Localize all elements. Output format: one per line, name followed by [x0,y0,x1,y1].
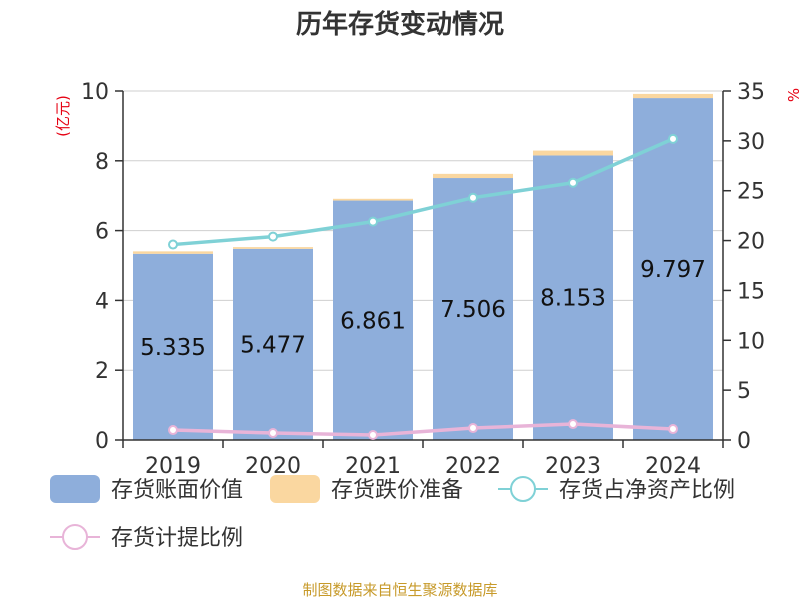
bar-impairment-reserve [633,93,713,99]
net-asset-ratio-point [468,192,478,203]
net-asset-ratio-point [268,231,278,242]
left-axis-tick-label: 4 [95,289,109,314]
bar-book-value [333,200,413,440]
x-axis-tick-label: 2020 [245,454,301,479]
legend-impairment-reserve-label: 存货跌价准备 [331,478,463,503]
legend-book-value-label: 存货账面价值 [111,478,243,503]
right-axis-tick-label: 5 [737,379,751,404]
left-axis-tick-label: 10 [81,80,109,105]
legend-book-value-swatch [50,475,100,503]
bar-value-label: 6.861 [340,308,406,334]
left-axis-tick-label: 8 [95,150,109,175]
right-axis-tick-label: 35 [737,80,765,105]
x-axis-tick-label: 2023 [545,454,601,479]
right-axis-tick-label: 10 [737,329,765,354]
bar-book-value [233,248,313,440]
net-asset-ratio-point [368,216,378,227]
provision-ratio-point [268,428,278,439]
left-axis-unit: (亿元) [54,95,72,137]
legend-impairment-reserve-swatch [270,475,320,503]
bar-impairment-reserve [533,150,613,156]
bar-book-value [433,178,513,441]
bar-impairment-reserve [333,198,413,201]
right-axis-tick-label: 15 [737,279,765,304]
x-axis-tick-label: 2019 [145,454,201,479]
legend-net-asset-ratio-label: 存货占净资产比例 [559,478,735,503]
provision-ratio-point [668,424,678,435]
bar-impairment-reserve [233,247,313,249]
net-asset-ratio-point [568,177,578,188]
left-axis-tick-label: 6 [95,220,109,245]
left-axis-tick-label: 0 [95,429,109,454]
net-asset-ratio-point [168,239,178,250]
data-source-note: 制图数据来自恒生聚源数据库 [302,581,497,599]
right-axis-tick-label: 20 [737,230,765,255]
bar-value-label: 8.153 [540,286,606,312]
right-axis-unit: % [785,88,800,102]
legend-provision-ratio-swatch-marker [62,524,88,550]
bar-value-label: 5.477 [240,332,306,358]
right-axis-tick-label: 0 [737,429,751,454]
bar-book-value [533,155,613,440]
right-axis-tick-label: 25 [737,180,765,205]
bar-value-labels: 5.335 5.477 6.861 7.506 8.153 9.797 [140,257,706,361]
line-series [168,133,678,441]
axes: 0 2 4 6 8 10 0 5 10 15 20 25 30 35 2019 2020 2021 2022 202… [81,80,765,479]
bar-book-value [133,253,213,440]
provision-ratio-point [468,423,478,434]
right-axis-tick-label: 30 [737,130,765,155]
x-axis-tick-label: 2021 [345,454,401,479]
x-axis-tick-label: 2024 [645,454,701,479]
legend-net-asset-ratio-swatch-marker [510,476,536,502]
bar-impairment-reserve [433,173,513,179]
bar-value-label: 7.506 [440,297,506,323]
left-axis-tick-label: 2 [95,359,109,384]
provision-ratio-point [168,425,178,436]
bar-series [133,93,713,441]
bar-value-label: 9.797 [640,257,706,283]
net-asset-ratio-point [668,133,678,144]
provision-ratio-point [368,430,378,441]
chart-title: 历年存货变动情况 [296,9,504,40]
x-axis-tick-label: 2022 [445,454,501,479]
net-asset-ratio-line [171,137,675,247]
provision-ratio-point [568,419,578,430]
legend-provision-ratio-label: 存货计提比例 [111,526,243,551]
bar-impairment-reserve [133,251,213,254]
provision-ratio-line [171,422,675,437]
bar-book-value [633,98,713,440]
bar-value-label: 5.335 [140,335,206,361]
